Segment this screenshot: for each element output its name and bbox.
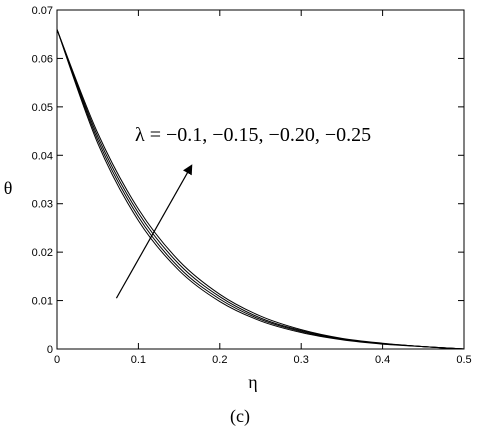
y-axis-label: θ xyxy=(4,178,13,198)
figure-caption: (c) xyxy=(230,406,250,426)
series-line-3 xyxy=(56,29,465,350)
annotation-label: λ = −0.1, −0.15, −0.20, −0.25 xyxy=(135,124,371,146)
annotation-arrow xyxy=(115,164,193,299)
series-line-1 xyxy=(56,29,465,350)
y-tick-label: 0.07 xyxy=(32,5,53,17)
series-line-2 xyxy=(56,29,465,350)
x-tick-label: 0.3 xyxy=(294,354,309,366)
plot-frame xyxy=(56,9,465,350)
y-axis-ticks: 0 0.01 0.02 0.03 0.04 0.05 0.06 0.07 xyxy=(32,5,464,356)
y-tick-label: 0.06 xyxy=(32,53,53,65)
x-tick-label: 0.2 xyxy=(212,354,227,366)
y-tick-label: 0.02 xyxy=(32,247,53,259)
x-tick-label: 0.1 xyxy=(131,354,146,366)
series-group xyxy=(56,29,465,350)
y-tick-label: 0.01 xyxy=(32,296,53,308)
y-tick-label: 0.03 xyxy=(32,199,53,211)
y-tick-label: 0.05 xyxy=(32,102,53,114)
x-tick-label: 0 xyxy=(54,354,60,366)
x-axis-label: η xyxy=(248,372,257,392)
x-tick-label: 0.4 xyxy=(375,354,390,366)
x-axis-ticks: 0 0.1 0.2 0.3 0.4 0.5 xyxy=(54,10,472,366)
series-line-4 xyxy=(56,29,465,350)
x-tick-label: 0.5 xyxy=(456,354,471,366)
y-tick-label: 0 xyxy=(47,344,53,356)
y-tick-label: 0.04 xyxy=(32,150,53,162)
